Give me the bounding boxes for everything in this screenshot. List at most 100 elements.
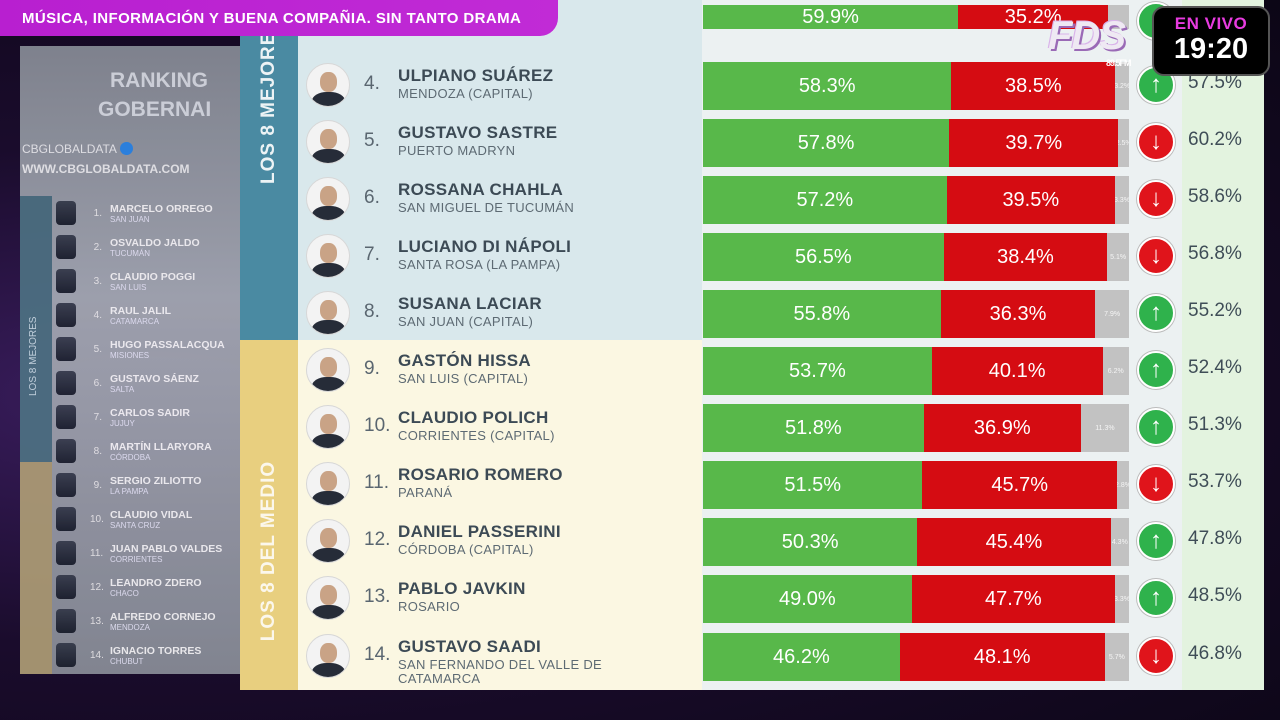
governor-place: PUERTO MADRYN [398, 143, 516, 158]
avatar [306, 234, 350, 278]
left-rank: 14. [90, 649, 104, 661]
left-name: MARCELO ORREGO [110, 202, 213, 215]
left-place: SAN JUAN [110, 214, 150, 224]
left-name: HUGO PASSALACQUA [110, 338, 225, 351]
governor-place: CORRIENTES (CAPITAL) [398, 428, 555, 443]
approval-bar: 57.8%39.7%2.5% [703, 119, 1129, 167]
left-website: WWW.CBGLOBALDATA.COM [22, 162, 190, 176]
left-name: LEANDRO ZDERO [110, 576, 202, 589]
station-logo: FDS 89.5FM [1048, 14, 1131, 68]
disapprove-segment: 38.4% [943, 233, 1108, 281]
left-name: IGNACIO TORRES [110, 644, 202, 657]
live-time: 19:20 [1173, 33, 1249, 65]
approve-segment: 51.5% [703, 461, 923, 509]
avatar [306, 348, 350, 392]
neutral-segment: 6.2% [1102, 347, 1129, 395]
left-list-item: 12. LEANDRO ZDERO CHACO [56, 570, 240, 604]
approval-bar: 51.5%45.7%2.8% [703, 461, 1129, 509]
left-list-item: 13. ALFREDO CORNEJO MENDOZA [56, 604, 240, 638]
left-name: CLAUDIO VIDAL [110, 508, 193, 521]
neutral-segment: 5.1% [1107, 233, 1129, 281]
approval-bar: 46.2% 48.1% 5.7% [703, 633, 1129, 681]
arrow-up-icon: ↑ [1137, 294, 1175, 332]
logo-text: FDS [1048, 14, 1126, 58]
left-item-text: HUGO PASSALACQUA MISIONES [110, 339, 225, 360]
avatar [56, 269, 76, 293]
approve-segment: 53.7% [703, 347, 932, 395]
top-banner: MÚSICA, INFORMACIÓN Y BUENA COMPAÑIA. SI… [0, 0, 558, 36]
avatar [56, 541, 76, 565]
neutral-segment: 3.3% [1114, 176, 1129, 224]
left-item-text: MARTÍN LLARYORA CÓRDOBA [110, 441, 212, 462]
arrow-up-icon: ↑ [1137, 408, 1175, 446]
previous-value: 56.8% [1188, 243, 1242, 264]
left-list-item: 3. CLAUDIO POGGI SAN LUIS [56, 264, 240, 298]
approval-bar: 53.7% 40.1% 6.2% [703, 347, 1129, 395]
logo-sub: 89.5FM [1106, 58, 1131, 68]
left-item-text: CLAUDIO POGGI SAN LUIS [110, 271, 195, 292]
table-row: 13. PABLO JAVKIN ROSARIO 49.0% 47.7% 3.3% ↑ 48.… [240, 570, 1264, 627]
rank-number: 11. [364, 472, 390, 493]
avatar [56, 405, 76, 429]
approve-segment: 57.8% [703, 119, 950, 167]
left-item-text: IGNACIO TORRES CHUBUT [110, 645, 201, 666]
section-band-middle [240, 340, 298, 690]
left-place: CHUBUT [110, 656, 144, 666]
disapprove-segment: 47.7% [911, 575, 1115, 623]
table-row: 4. ULPIANO SUÁREZ MENDOZA (CAPITAL) 58.3% 38… [240, 57, 1264, 114]
previous-value: 60.2% [1188, 129, 1242, 150]
left-list-item: 4. RAUL JALIL CATAMARCA [56, 298, 240, 332]
left-rank: 5. [93, 343, 102, 355]
avatar [306, 291, 350, 335]
governor-place: SANTA ROSA (LA PAMPA) [398, 257, 561, 272]
governor-name: GUSTAVO SASTRE [398, 123, 558, 142]
left-item-text: SERGIO ZILIOTTO LA PAMPA [110, 475, 201, 496]
approve-segment: 58.3% [703, 62, 952, 110]
left-rank: 9. [93, 479, 102, 491]
neutral-segment: 7.9% [1095, 290, 1129, 338]
governor-place: SAN LUIS (CAPITAL) [398, 371, 529, 386]
verified-icon [119, 142, 133, 155]
rank-number: 14. [364, 644, 391, 665]
left-place: CÓRDOBA [110, 452, 151, 462]
left-list-item: 8. MARTÍN LLARYORA CÓRDOBA [56, 434, 240, 468]
live-badge: EN VIVO 19:20 [1152, 6, 1270, 76]
governor-name: DANIEL PASSERINI [398, 522, 561, 541]
left-name: RAUL JALIL [110, 304, 172, 317]
left-rank: 2. [93, 241, 102, 253]
left-item-text: JUAN PABLO VALDES CORRIENTES [110, 543, 222, 564]
left-title-line1: RANKING [110, 69, 208, 92]
governor-name: ROSSANA CHAHLA [398, 180, 564, 199]
left-title-line2: GOBERNAI [98, 98, 212, 121]
rank-number: 4. [364, 73, 380, 94]
arrow-down-icon: ↓ [1137, 237, 1175, 275]
live-label: EN VIVO [1174, 14, 1248, 33]
governor-name: ROSARIO ROMERO [398, 465, 563, 484]
table-row: 6. ROSSANA CHAHLA SAN MIGUEL DE TUCUMÁN 57.… [240, 171, 1264, 228]
disapprove-segment: 48.1% [899, 633, 1105, 681]
approve-segment: 46.2% [703, 633, 900, 681]
previous-value: 55.2% [1188, 300, 1242, 321]
avatar [306, 462, 350, 506]
approval-bar: 56.5% 38.4% 5.1% [703, 233, 1129, 281]
left-strip-top [20, 196, 52, 462]
handle-text: CBGLOBALDATA [22, 142, 117, 156]
left-place: TUCUMÁN [110, 248, 150, 258]
left-name: CARLOS SADIR [110, 406, 190, 419]
arrow-up-icon: ↑ [1137, 579, 1175, 617]
left-place: MISIONES [110, 350, 150, 360]
previous-value-column [1182, 0, 1264, 690]
avatar [306, 519, 350, 563]
left-rank: 13. [90, 615, 104, 627]
rank-number: 8. [364, 301, 380, 322]
previous-value: 47.8% [1188, 528, 1242, 549]
governor-place: MENDOZA (CAPITAL) [398, 86, 533, 101]
left-place: CHACO [110, 588, 139, 598]
approve-segment: 50.3% [703, 518, 918, 566]
background-ranking-panel: RANKING GOBERNAI CBGLOBALDATA WWW.CBGLOB… [20, 46, 240, 674]
disapprove-segment: 39.7% [949, 119, 1119, 167]
left-item-text: OSVALDO JALDO TUCUMÁN [110, 237, 200, 258]
left-place: SALTA [110, 384, 135, 394]
rank-number: 10. [364, 415, 391, 436]
governor-place: PARANÁ [398, 485, 453, 500]
